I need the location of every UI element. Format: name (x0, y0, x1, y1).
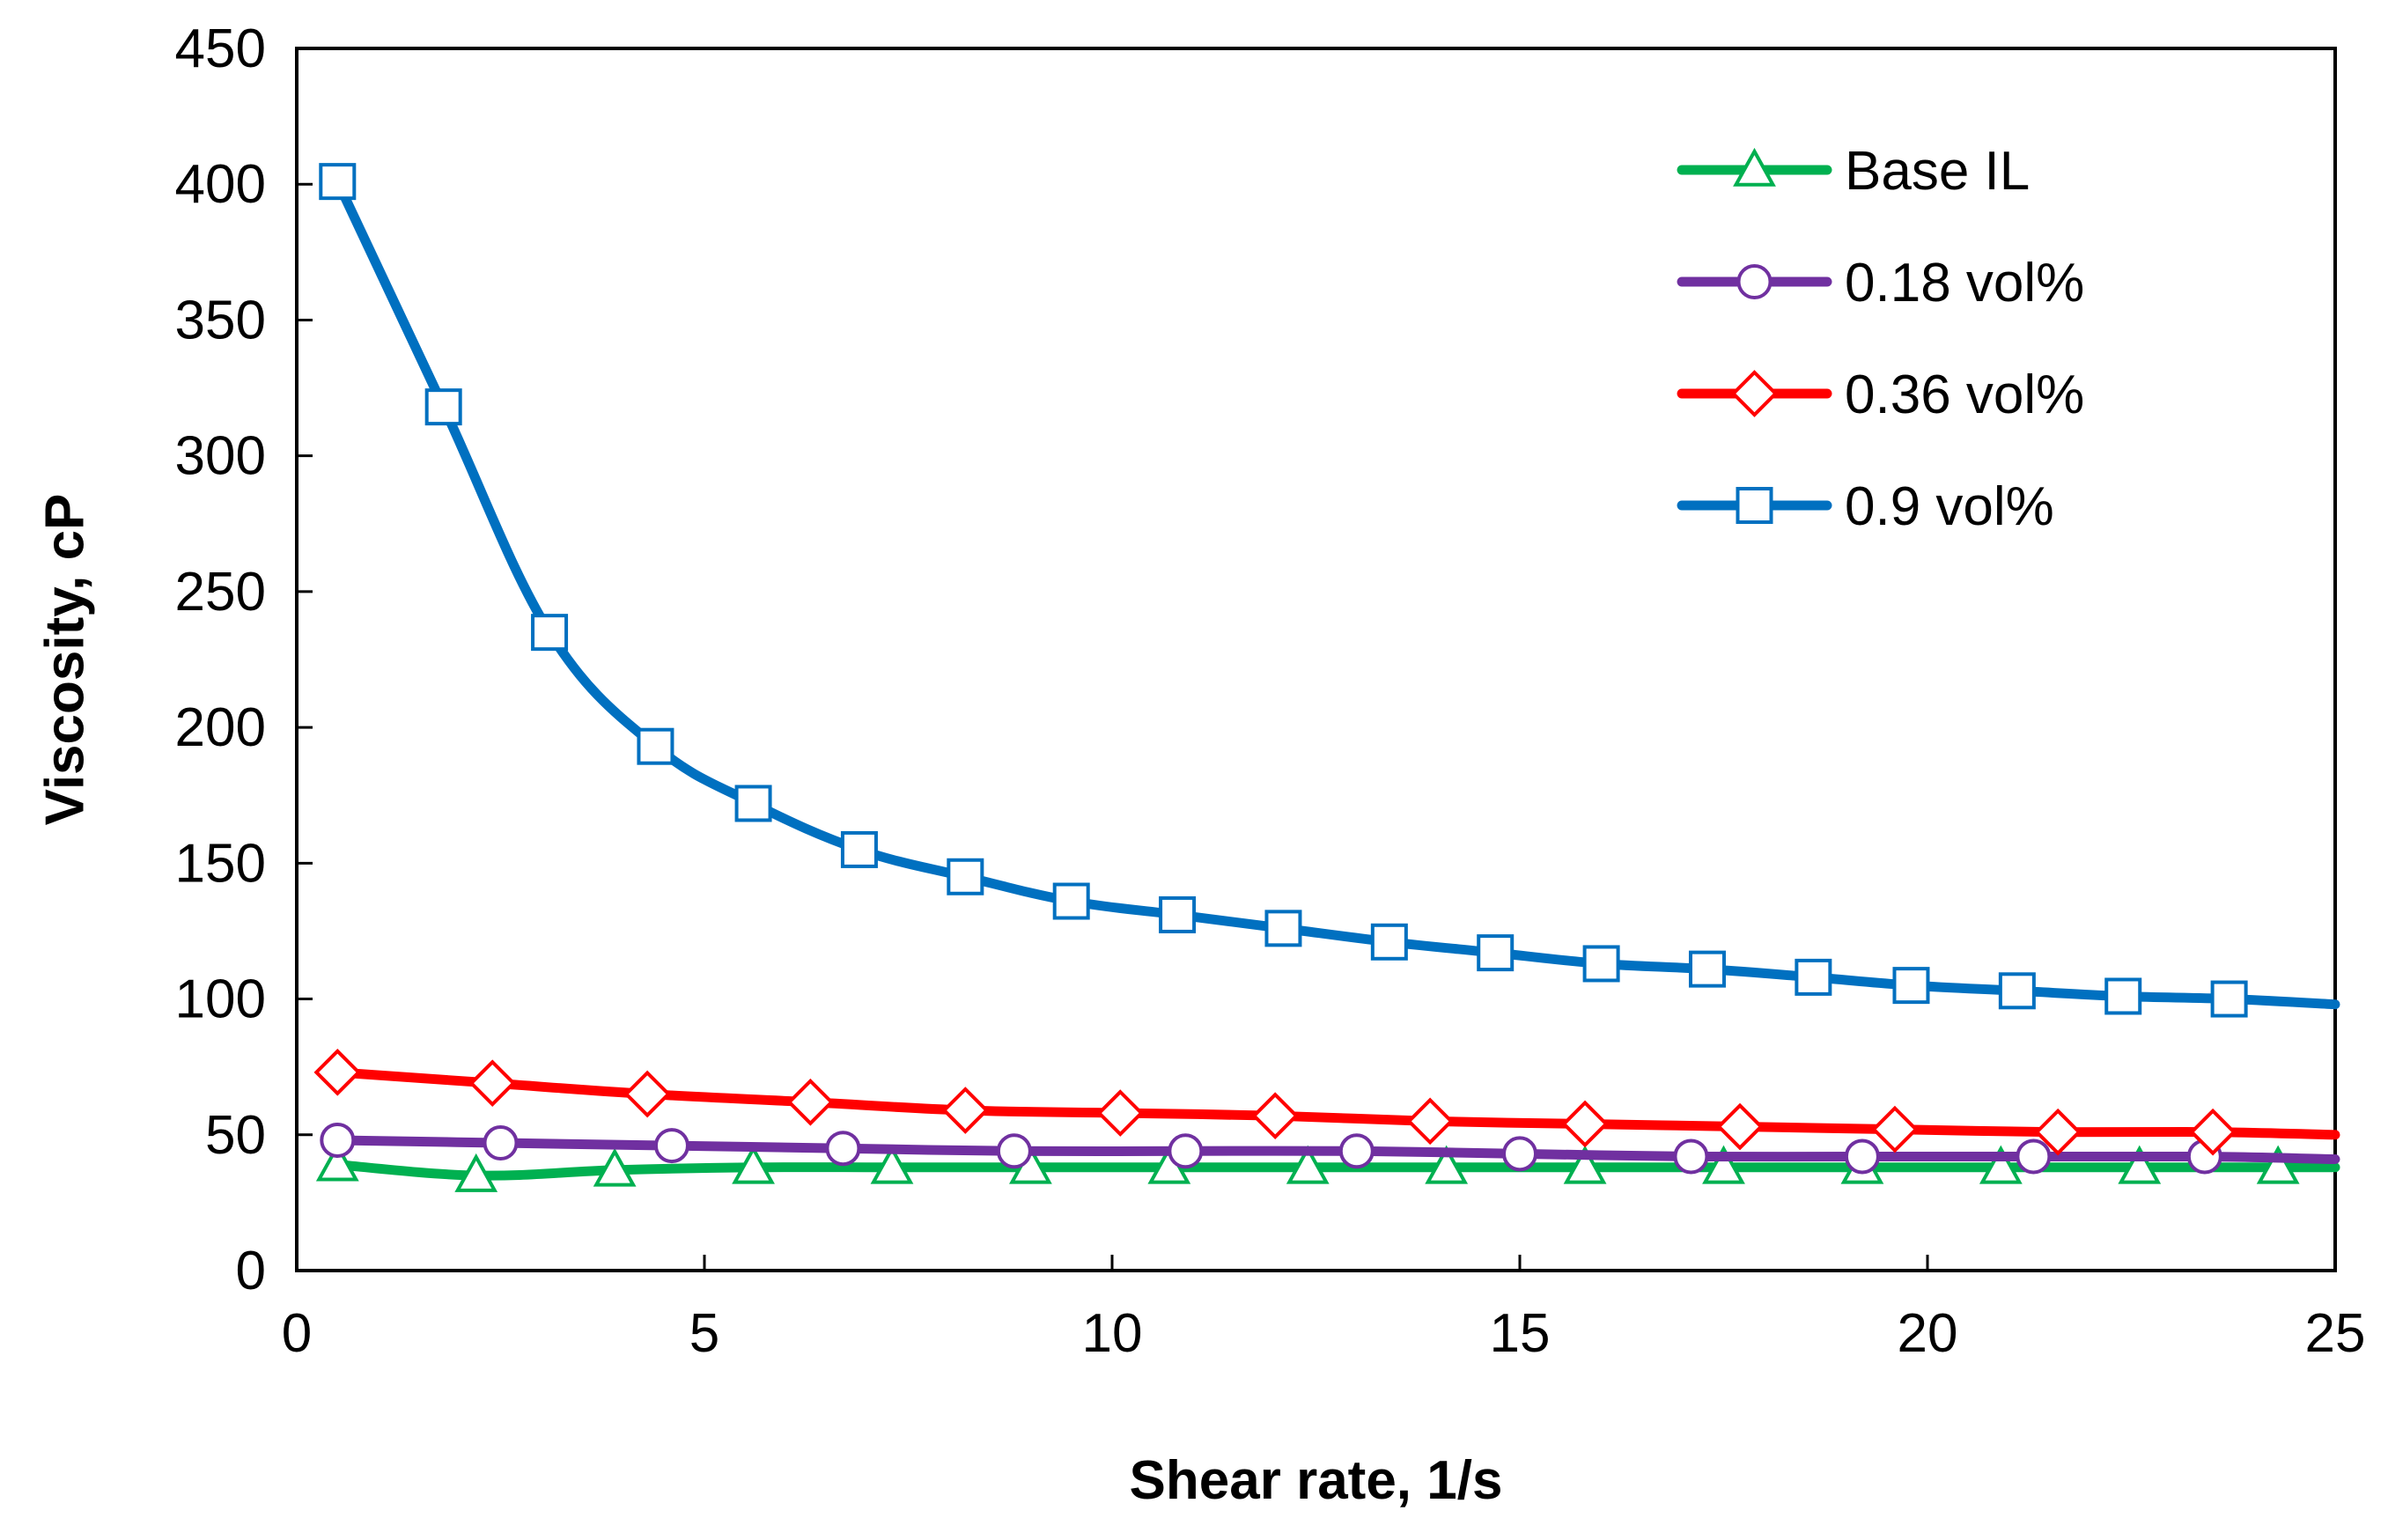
data-point-marker (1251, 1092, 1300, 1140)
data-point-marker (454, 1153, 498, 1192)
x-tick-label: 5 (689, 1303, 719, 1364)
legend-item: 0.9 vol% (1677, 476, 2054, 537)
data-point-marker (996, 1133, 1032, 1169)
data-point-marker (1688, 950, 1726, 988)
data-point-marker (825, 1131, 861, 1167)
data-point-marker (468, 1059, 517, 1108)
data-point-marker (1370, 923, 1408, 961)
data-point-marker (2189, 1108, 2237, 1156)
data-point-marker (2016, 1138, 2052, 1175)
legend-item: 0.18 vol% (1677, 253, 2084, 313)
y-tick-label: 0 (236, 1241, 266, 1301)
y-tick-label: 300 (175, 426, 266, 487)
data-point-marker (1406, 1097, 1454, 1146)
data-point-marker (2034, 1108, 2082, 1156)
data-point-marker (1338, 1133, 1375, 1169)
x-axis-title: Shear rate, 1/s (1130, 1450, 1503, 1511)
data-point-marker (1502, 1136, 1537, 1172)
x-tick-label: 10 (1082, 1303, 1143, 1364)
data-point-marker (623, 1070, 672, 1118)
data-point-marker (1795, 958, 1832, 996)
data-point-marker (1264, 910, 1302, 947)
data-point-marker (1673, 1138, 1709, 1175)
data-point-marker (2210, 980, 2248, 1018)
data-point-marker (1563, 1145, 1607, 1184)
data-point-marker (1286, 1145, 1330, 1184)
data-point-marker (424, 388, 462, 426)
data-point-marker (1425, 1145, 1469, 1184)
data-point-marker (483, 1125, 519, 1161)
legend-item: 0.36 vol% (1677, 365, 2084, 425)
data-point-marker (1561, 1100, 1609, 1148)
data-point-marker (2118, 1145, 2162, 1184)
y-tick-label: 100 (175, 969, 266, 1030)
series-layer (313, 163, 2340, 1192)
legend-marker (1736, 264, 1773, 299)
legend-item: Base IL (1677, 141, 2030, 202)
data-point-marker (531, 614, 569, 652)
series-0-18-vol- (320, 1122, 2340, 1175)
x-tick-label: 20 (1898, 1303, 1958, 1364)
plot-frame (295, 47, 2337, 1272)
data-point-marker (734, 785, 772, 822)
data-point-marker (2256, 1145, 2300, 1184)
data-point-marker (313, 1049, 362, 1096)
data-point-marker (1844, 1138, 1880, 1175)
legend-label: 0.36 vol% (1845, 365, 2084, 425)
y-tick-label: 250 (175, 562, 266, 623)
series-0-9-vol- (319, 163, 2340, 1018)
legend-marker (1733, 147, 1776, 187)
data-point-marker (1096, 1089, 1145, 1137)
legend-marker (1736, 487, 1773, 524)
data-point-marker (2104, 977, 2142, 1015)
y-tick-label: 350 (175, 290, 266, 350)
data-point-marker (1159, 895, 1197, 933)
legend: Base IL 0.18 vol% 0.36 vol% 0.9 vol% (1677, 141, 2084, 537)
x-tick-label: 15 (1490, 1303, 1551, 1364)
data-point-marker (1702, 1145, 1745, 1184)
y-tick-label: 150 (175, 833, 266, 894)
series-0-36-vol- (313, 1049, 2340, 1156)
data-point-marker (941, 1087, 990, 1134)
data-point-marker (870, 1145, 914, 1184)
axes: 0 50 100 150 200 250 300 350 400 450 0 5 10 15 20 25 (175, 18, 2366, 1364)
y-tick-label: 400 (175, 154, 266, 215)
y-tick-label: 50 (205, 1105, 266, 1166)
data-point-marker (1168, 1133, 1204, 1169)
data-point-marker (732, 1145, 775, 1184)
data-point-marker (1998, 972, 2036, 1010)
data-point-marker (1892, 967, 1930, 1005)
data-point-marker (947, 858, 984, 895)
data-point-marker (1052, 882, 1090, 920)
legend-label: 0.18 vol% (1845, 253, 2084, 313)
data-point-marker (1979, 1145, 2023, 1184)
y-axis-title: Viscosity, cP (34, 494, 95, 826)
data-point-marker (1582, 945, 1620, 983)
data-point-marker (319, 163, 357, 201)
legend-marker (1730, 370, 1779, 417)
data-point-marker (786, 1078, 835, 1126)
data-point-marker (320, 1122, 356, 1158)
legend-label: Base IL (1845, 141, 2030, 202)
y-tick-label: 200 (175, 697, 266, 758)
legend-label: 0.9 vol% (1845, 476, 2054, 537)
y-tick-label: 450 (175, 18, 266, 79)
data-point-marker (1477, 934, 1515, 972)
data-point-marker (1716, 1102, 1764, 1151)
data-point-marker (1871, 1105, 1919, 1153)
data-point-marker (637, 727, 674, 765)
data-point-marker (840, 830, 878, 868)
data-point-marker (653, 1128, 689, 1164)
x-tick-label: 0 (282, 1303, 312, 1364)
x-tick-label: 25 (2305, 1303, 2366, 1364)
data-point-marker (593, 1147, 637, 1187)
data-point-marker (315, 1142, 359, 1182)
